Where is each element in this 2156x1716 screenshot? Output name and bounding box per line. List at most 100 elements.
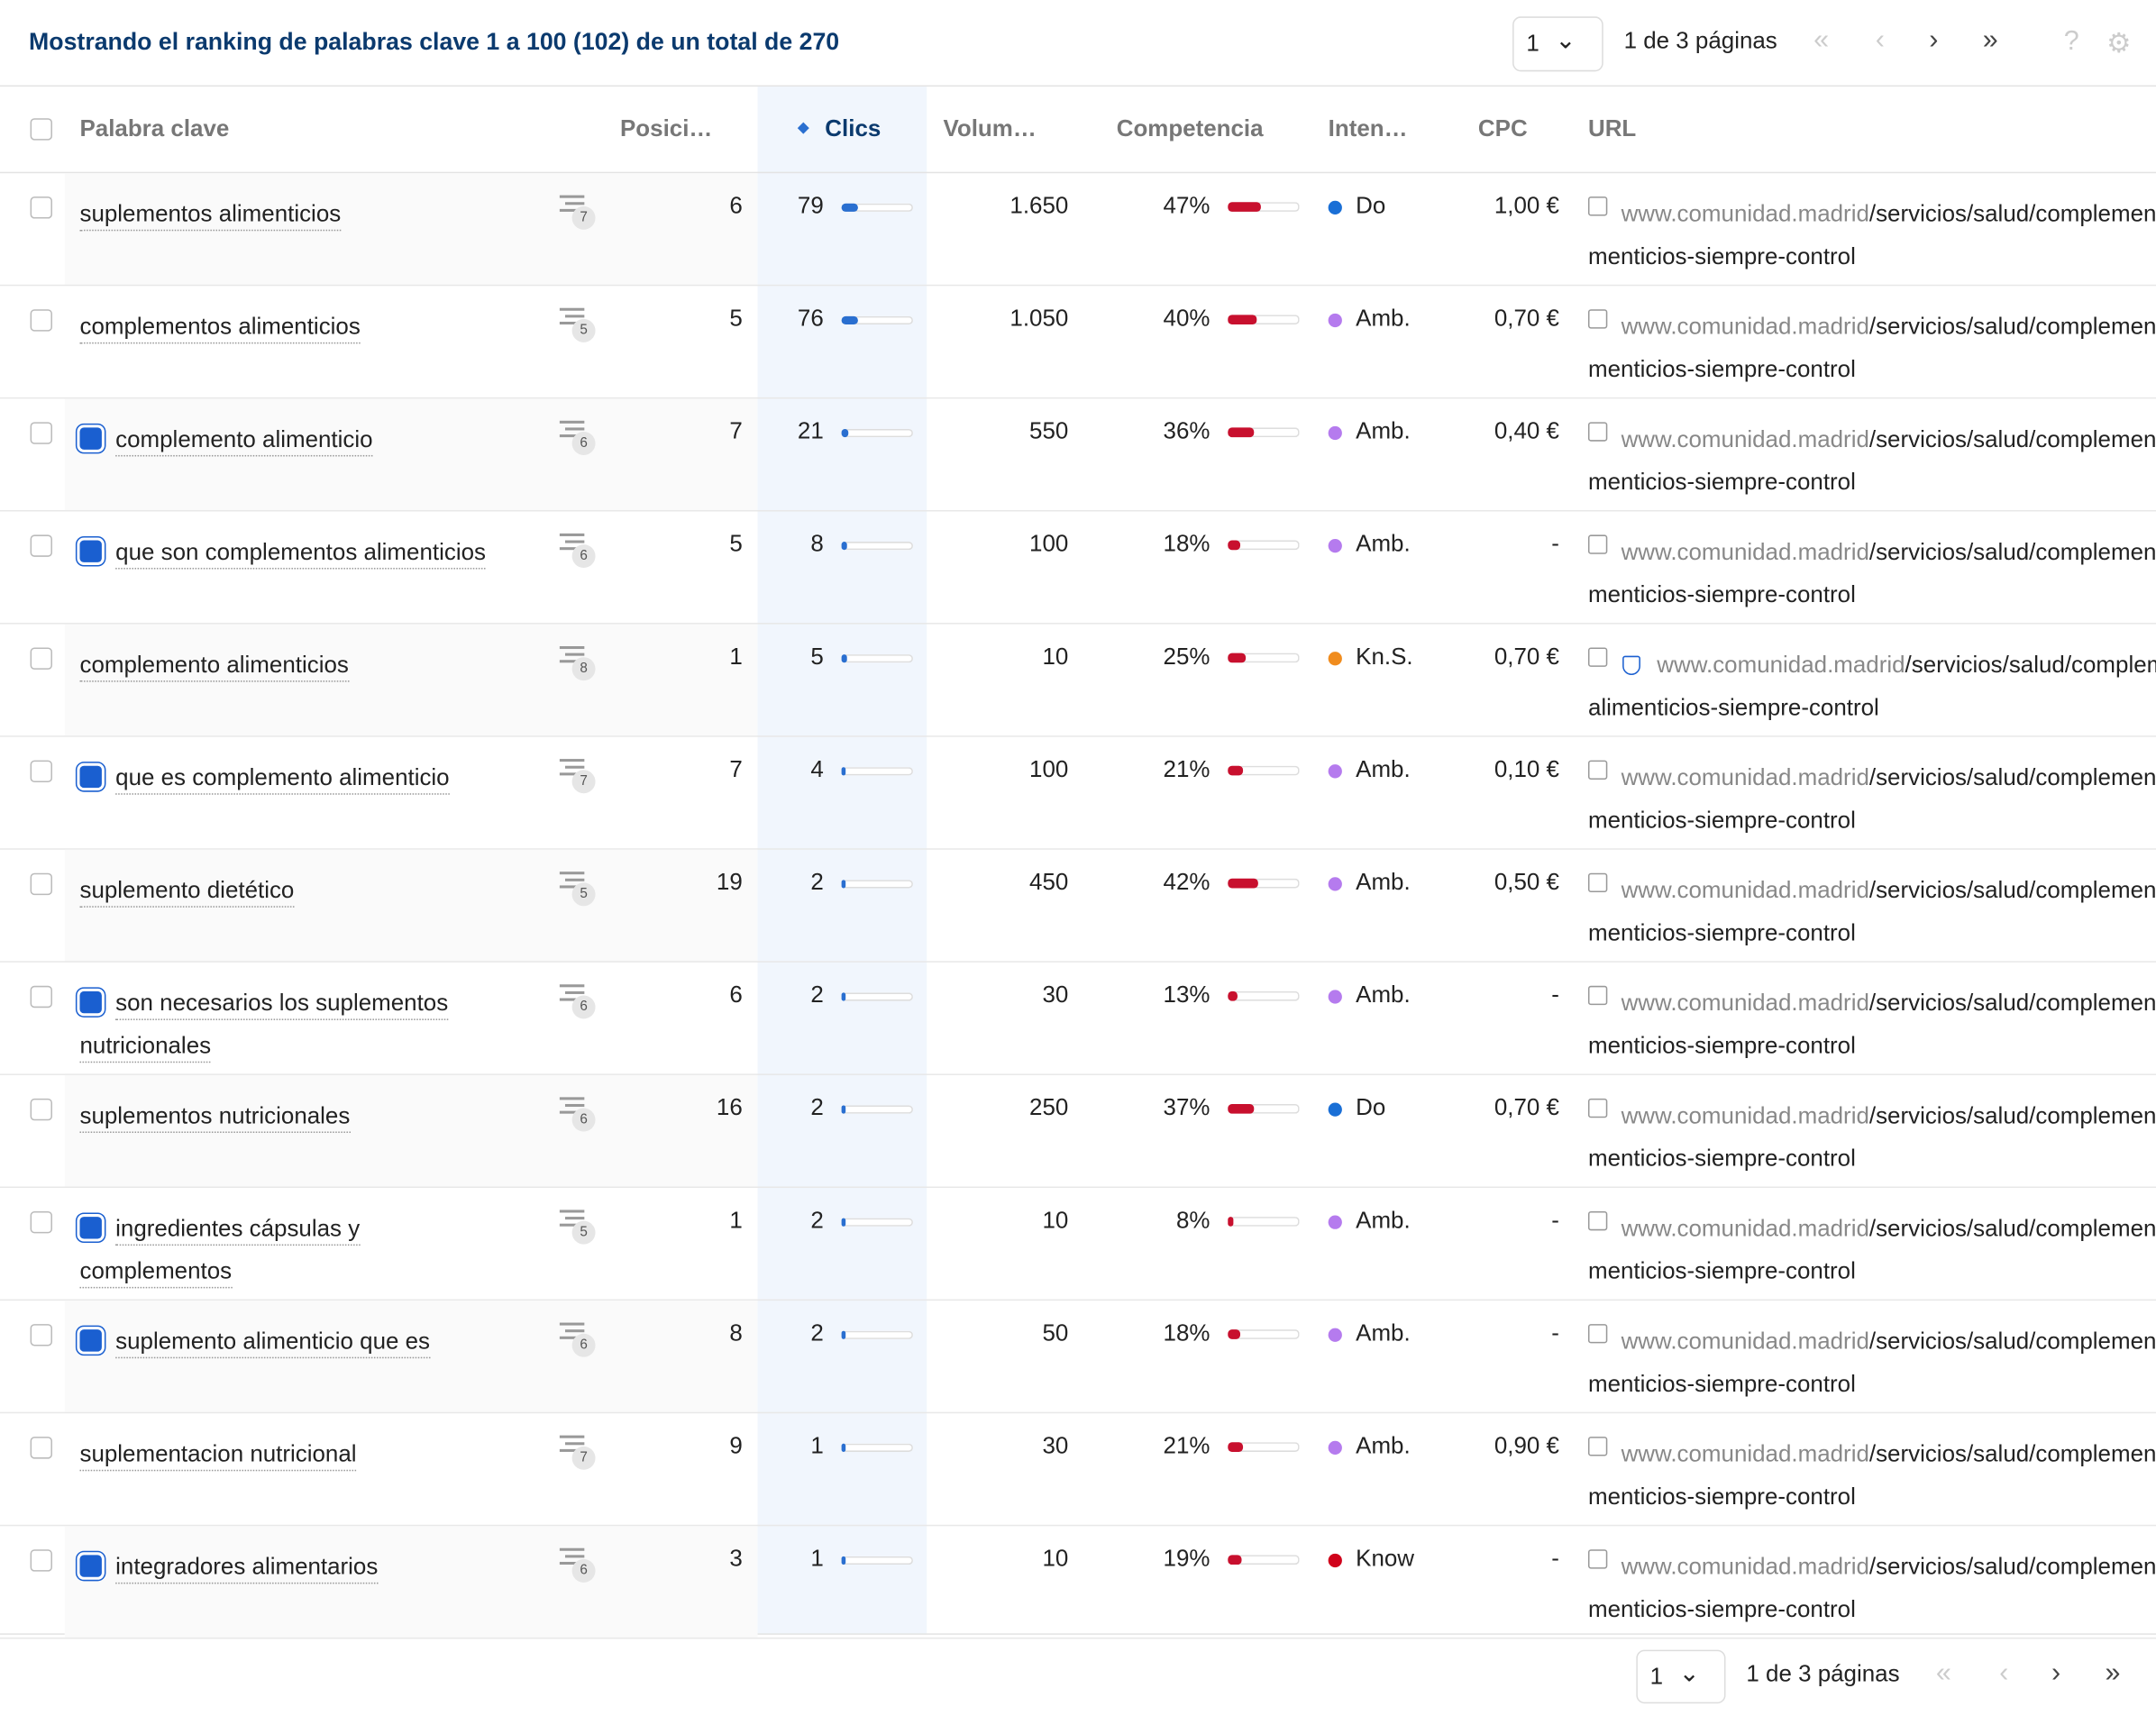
url-path[interactable]: /servicios/salud/complementos-alimentici… xyxy=(1587,1102,2156,1172)
column-header[interactable]: Volum… xyxy=(943,115,1037,142)
keyword[interactable]: complemento alimenticios xyxy=(79,652,349,682)
row-checkbox[interactable] xyxy=(30,1549,52,1572)
url-domain[interactable]: www.comunidad.madrid xyxy=(1621,1440,1869,1467)
url-domain[interactable]: www.comunidad.madrid xyxy=(1621,313,1869,340)
url-path[interactable]: /servicios/salud/complementos-alimentici… xyxy=(1587,990,2156,1059)
url-domain[interactable]: www.comunidad.madrid xyxy=(1621,425,1869,452)
url-domain[interactable]: www.comunidad.madrid xyxy=(1621,1328,1869,1355)
prev-page[interactable]: ‹ xyxy=(1875,24,1885,56)
keyword[interactable]: integradores alimentarios xyxy=(115,1553,379,1584)
last-page[interactable]: » xyxy=(2105,1657,2121,1689)
keyword[interactable]: son necesarios los suplementos nutricion… xyxy=(79,990,449,1063)
volume: 10 xyxy=(1042,1207,1069,1234)
url-domain[interactable]: www.comunidad.madrid xyxy=(1621,1102,1869,1129)
row-checkbox[interactable] xyxy=(30,1098,52,1121)
url-path[interactable]: /servicios/salud/complementos-alimentici… xyxy=(1587,652,2156,721)
help[interactable]: ? xyxy=(2063,25,2079,57)
external-link-icon xyxy=(1587,422,1608,442)
column-header[interactable]: Clics xyxy=(825,115,882,142)
column-header[interactable]: CPC xyxy=(1477,115,1528,142)
clicks-bar-track xyxy=(841,992,913,1001)
prev-page[interactable]: ‹ xyxy=(1999,1657,2009,1689)
keyword[interactable]: complemento alimenticio xyxy=(115,425,373,457)
url-path[interactable]: /servicios/salud/complementos-alimentici… xyxy=(1587,200,2156,269)
select-all[interactable] xyxy=(30,118,52,141)
row-divider xyxy=(0,848,2156,850)
row-checkbox[interactable] xyxy=(30,872,52,896)
url-path[interactable]: /servicios/salud/complementos-alimentici… xyxy=(1587,764,2156,834)
url-domain[interactable]: www.comunidad.madrid xyxy=(1621,990,1869,1017)
sort-icon: ◆ xyxy=(797,119,809,137)
row-divider xyxy=(0,1073,2156,1075)
keyword[interactable]: que es complemento alimenticio xyxy=(115,764,450,795)
url-path[interactable]: /servicios/salud/complementos-alimentici… xyxy=(1587,877,2156,946)
column-header[interactable]: URL xyxy=(1587,115,1637,142)
next-page[interactable]: › xyxy=(1929,24,1939,56)
competition-bar xyxy=(1228,1442,1243,1452)
row-checkbox[interactable] xyxy=(30,985,52,1009)
keyword[interactable]: ingredientes cápsulas y complementos xyxy=(79,1215,360,1289)
serp-icon: 6 xyxy=(559,531,601,572)
row-divider xyxy=(0,1186,2156,1189)
keyword[interactable]: que son complementos alimenticios xyxy=(115,539,486,570)
intent-dot xyxy=(1328,538,1342,553)
serp-count: 6 xyxy=(571,432,596,455)
url-path[interactable]: /servicios/salud/complementos-alimentici… xyxy=(1587,538,2156,608)
first-page[interactable]: « xyxy=(1813,24,1830,56)
competition-bar-track xyxy=(1228,765,1300,776)
url-path[interactable]: /servicios/salud/complementos-alimentici… xyxy=(1587,313,2156,383)
settings[interactable]: ⚙ xyxy=(2106,29,2132,59)
page-select[interactable]: 1 ⌄ xyxy=(1636,1649,1726,1704)
clicks-bar-track xyxy=(841,315,913,325)
url-domain[interactable]: www.comunidad.madrid xyxy=(1657,652,1905,679)
column-header[interactable]: Competencia xyxy=(1116,115,1264,142)
keyword[interactable]: suplemento alimenticio que es xyxy=(115,1328,431,1359)
column-header[interactable]: Inten… xyxy=(1328,115,1408,142)
row-checkbox[interactable] xyxy=(30,1437,52,1459)
row-checkbox[interactable] xyxy=(30,196,52,219)
cpc: 0,70 € xyxy=(1494,305,1559,332)
row-checkbox[interactable] xyxy=(30,534,52,557)
url-path[interactable]: /servicios/salud/complementos-alimentici… xyxy=(1587,1328,2156,1397)
competition: 21% xyxy=(1163,1432,1210,1459)
url-path[interactable]: /servicios/salud/complementos-alimentici… xyxy=(1587,1440,2156,1511)
row-checkbox[interactable] xyxy=(30,760,52,783)
row-checkbox[interactable] xyxy=(30,647,52,670)
serp-line xyxy=(559,307,585,311)
keyword-cell: complementos alimenticios xyxy=(79,306,492,348)
url-domain[interactable]: www.comunidad.madrid xyxy=(1621,538,1869,565)
keyword[interactable]: suplementos nutricionales xyxy=(79,1102,351,1134)
row-checkbox[interactable] xyxy=(30,1324,52,1346)
keyword[interactable]: suplemento dietético xyxy=(79,877,294,908)
keyword[interactable]: suplementos alimenticios xyxy=(79,200,342,232)
keyword[interactable]: complementos alimenticios xyxy=(79,313,361,344)
page-select[interactable]: 1 ⌄ xyxy=(1512,16,1603,72)
row-checkbox[interactable] xyxy=(30,422,52,444)
intent: Do xyxy=(1356,192,1386,219)
first-page[interactable]: « xyxy=(1935,1657,1951,1689)
url-domain[interactable]: www.comunidad.madrid xyxy=(1621,1553,1869,1580)
next-page[interactable]: › xyxy=(2051,1657,2061,1689)
url-domain[interactable]: www.comunidad.madrid xyxy=(1621,200,1869,227)
competition-bar xyxy=(1228,1217,1234,1227)
cpc: 0,90 € xyxy=(1494,1432,1559,1459)
chevron: ⌄ xyxy=(1555,25,1576,54)
url-path[interactable]: /servicios/salud/complementos-alimentici… xyxy=(1587,425,2156,496)
pages-text: 1 de 3 páginas xyxy=(1746,1660,1900,1687)
row-divider xyxy=(0,509,2156,512)
url-domain[interactable]: www.comunidad.madrid xyxy=(1621,877,1869,904)
competition: 8% xyxy=(1175,1207,1210,1234)
last-page[interactable]: » xyxy=(1982,24,1998,56)
serp-line xyxy=(559,208,585,212)
url-path[interactable]: /servicios/salud/complementos-alimentici… xyxy=(1587,1215,2156,1284)
row-checkbox[interactable] xyxy=(30,309,52,332)
url-domain[interactable]: www.comunidad.madrid xyxy=(1621,764,1869,791)
keyword[interactable]: suplementacion nutricional xyxy=(79,1441,357,1472)
divider xyxy=(0,85,2156,87)
url-path[interactable]: /servicios/salud/complementos-alimentici… xyxy=(1587,1553,2156,1623)
url-domain[interactable]: www.comunidad.madrid xyxy=(1621,1215,1869,1242)
column-header[interactable]: Palabra clave xyxy=(79,115,230,142)
row-checkbox[interactable] xyxy=(30,1210,52,1234)
intent: Amb. xyxy=(1356,756,1411,783)
column-header[interactable]: Posici… xyxy=(620,115,713,142)
